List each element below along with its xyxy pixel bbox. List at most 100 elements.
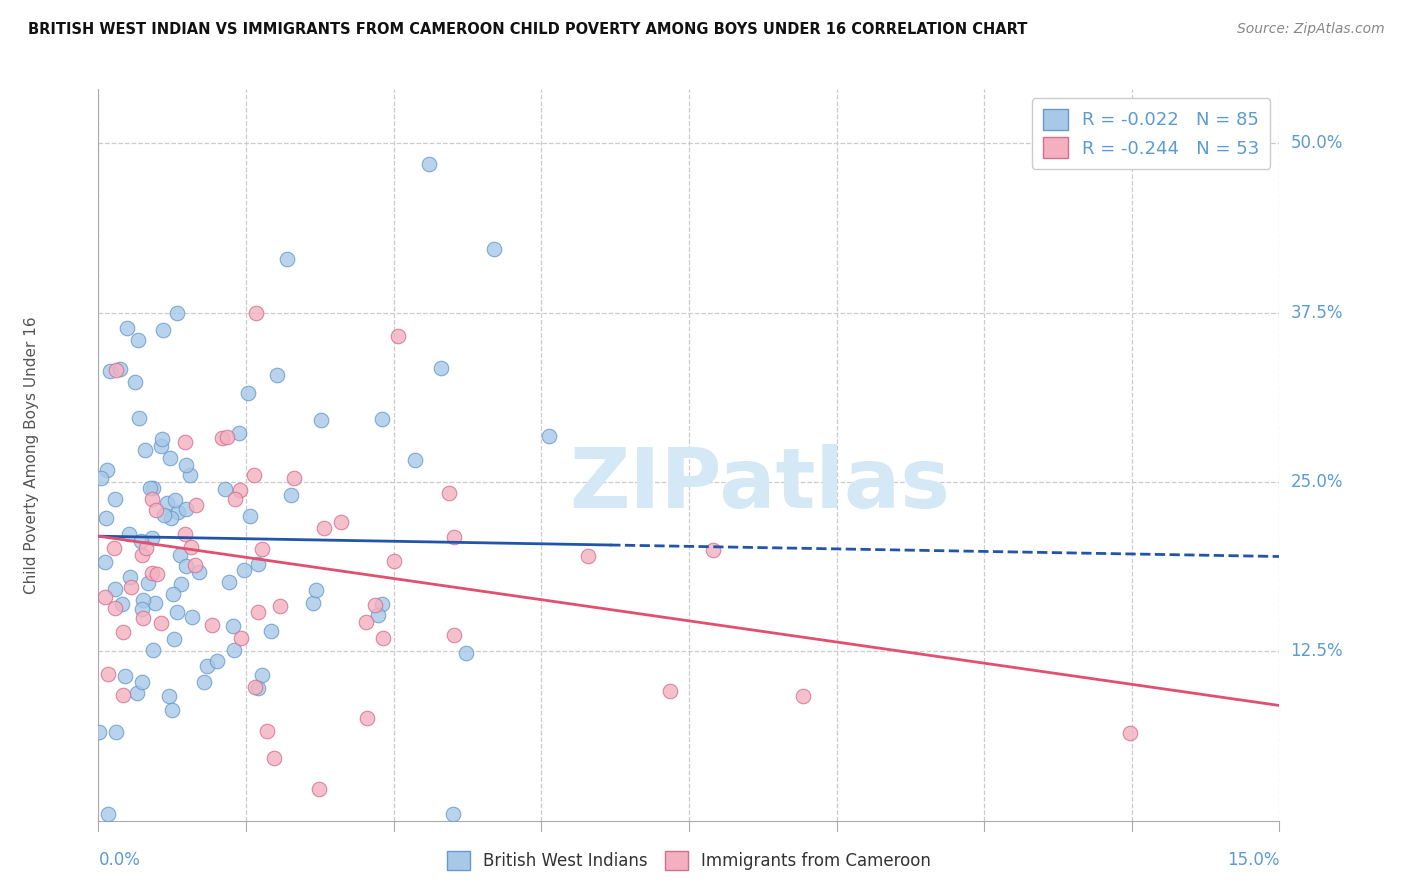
Point [484,242,506,256]
Point [112,624,135,639]
Point [187,565,209,579]
Point [128,410,150,425]
Point [90,470,112,484]
Point [131,674,153,689]
Point [243,680,266,694]
Text: 50.0%: 50.0% [1291,135,1343,153]
Point [104,362,127,376]
Point [228,426,250,441]
Point [180,541,202,555]
Point [430,360,453,375]
Point [145,503,167,517]
Point [169,549,191,563]
Point [160,510,183,524]
Point [135,541,157,555]
Point [162,587,184,601]
Point [131,602,153,616]
Point [87,725,110,739]
Text: Source: ZipAtlas.com: Source: ZipAtlas.com [1237,22,1385,37]
Legend: British West Indians, Immigrants from Cameroon: British West Indians, Immigrants from Ca… [439,842,939,878]
Point [166,306,188,320]
Point [104,725,127,739]
Point [308,782,330,797]
Point [159,689,181,703]
Point [94,556,117,570]
Point [94,590,117,604]
Point [134,443,156,458]
Point [356,711,378,725]
Point [97,806,120,821]
Point [207,654,229,668]
Point [195,658,218,673]
Point [143,595,166,609]
Point [173,434,195,449]
Point [131,548,153,562]
Text: 12.5%: 12.5% [1291,642,1343,660]
Point [159,450,181,465]
Point [247,681,270,695]
Point [184,558,207,572]
Point [174,526,197,541]
Point [280,487,302,501]
Point [111,597,134,611]
Text: ZIPatlas: ZIPatlas [569,443,950,524]
Point [702,542,724,557]
Point [125,686,148,700]
Point [132,593,155,607]
Point [174,502,197,516]
Point [418,157,440,171]
Point [329,515,352,529]
Point [118,527,141,541]
Point [129,533,152,548]
Point [124,375,146,389]
Point [238,386,260,401]
Point [247,557,270,571]
Point [201,617,224,632]
Point [387,328,409,343]
Text: 37.5%: 37.5% [1291,303,1343,322]
Point [364,598,387,612]
Point [141,566,163,580]
Point [146,566,169,581]
Point [103,541,125,555]
Point [96,463,118,477]
Point [114,669,136,683]
Point [229,483,252,497]
Point [263,751,285,765]
Point [98,363,121,377]
Point [283,471,305,485]
Point [136,576,159,591]
Point [302,596,325,610]
Point [155,496,177,510]
Point [260,624,283,638]
Text: 15.0%: 15.0% [1227,851,1279,869]
Point [454,646,477,660]
Point [167,505,190,519]
Point [239,508,262,523]
Point [179,468,201,483]
Point [443,627,465,641]
Point [252,668,274,682]
Point [245,306,267,320]
Text: BRITISH WEST INDIAN VS IMMIGRANTS FROM CAMEROON CHILD POVERTY AMONG BOYS UNDER 1: BRITISH WEST INDIAN VS IMMIGRANTS FROM C… [28,22,1028,37]
Point [153,508,176,523]
Point [112,688,135,702]
Point [215,430,238,444]
Point [142,481,165,495]
Point [441,806,464,821]
Point [96,511,118,525]
Point [127,333,149,347]
Point [150,432,173,446]
Point [141,531,163,545]
Point [1119,725,1142,739]
Point [141,491,163,506]
Point [233,563,256,577]
Point [150,615,173,630]
Point [214,482,236,496]
Point [218,575,240,590]
Point [115,321,138,335]
Point [104,600,127,615]
Point [371,597,394,611]
Point [266,368,288,382]
Point [160,703,183,717]
